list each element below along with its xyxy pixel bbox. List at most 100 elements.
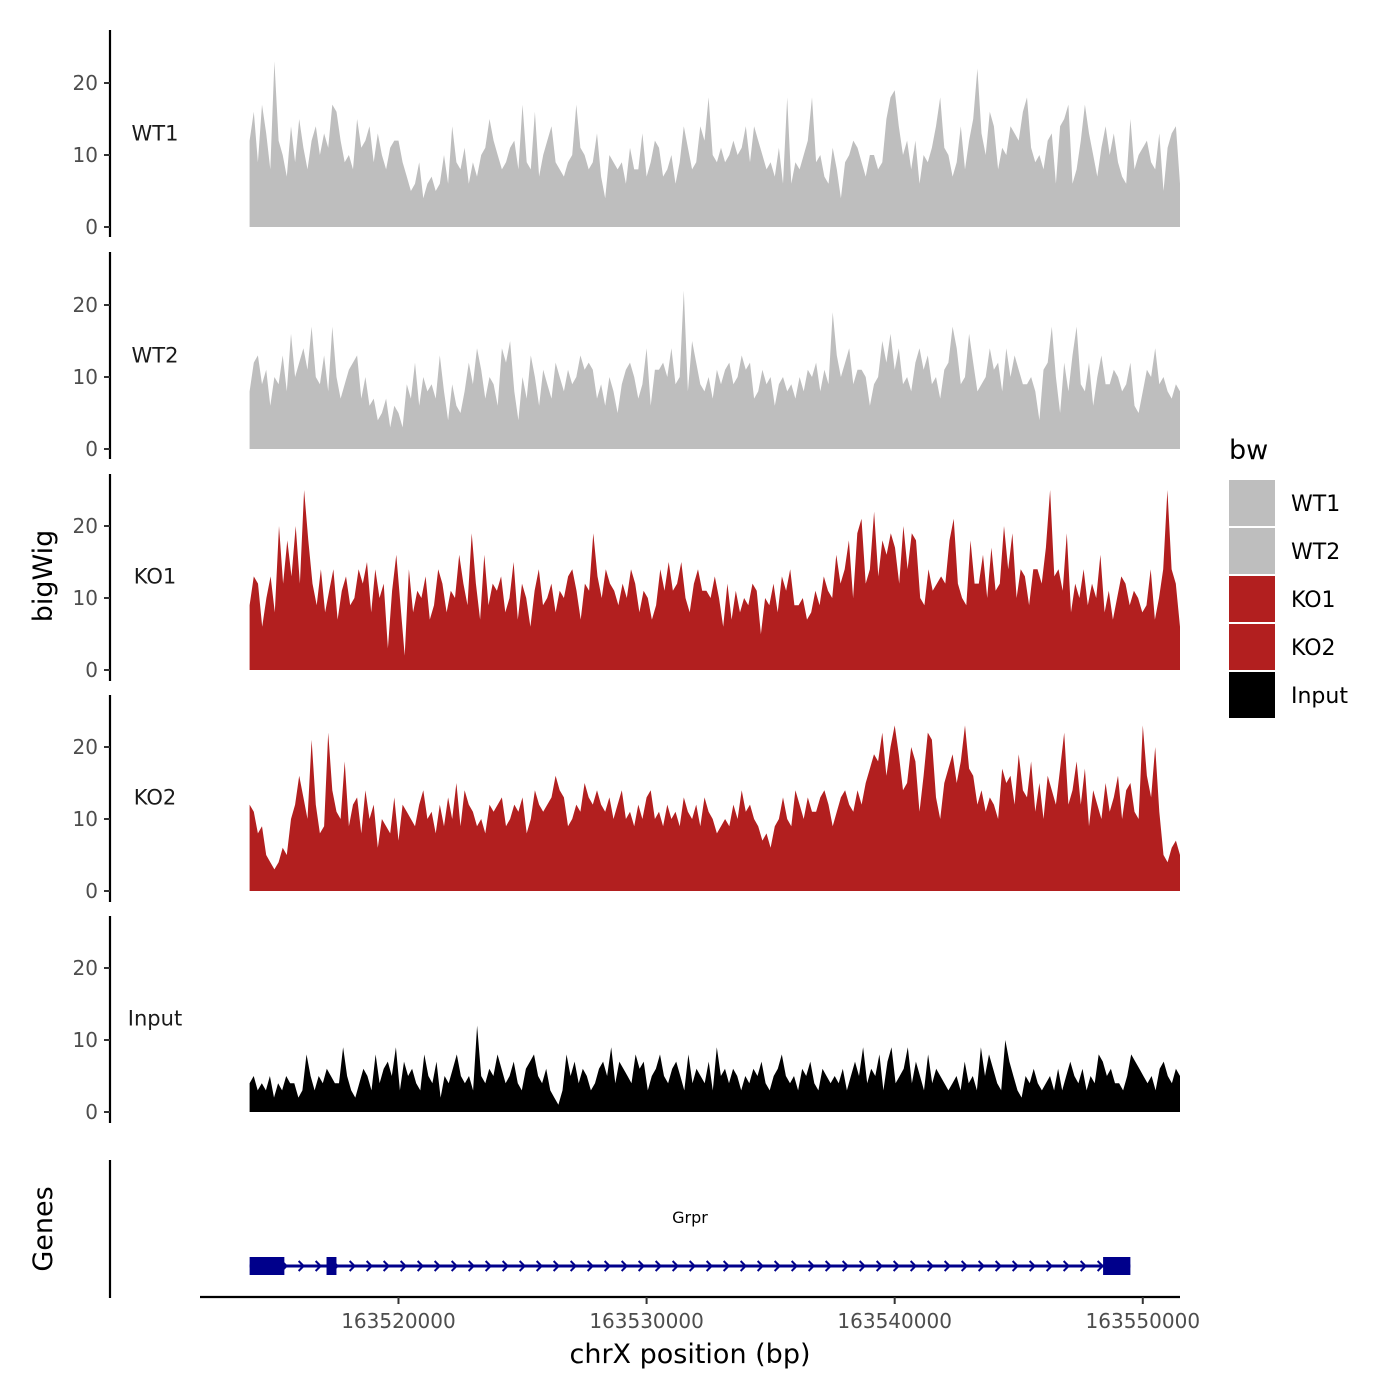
- strand-arrow: [875, 1260, 884, 1272]
- x-axis-title: chrX position (bp): [569, 1339, 810, 1370]
- track-label: WT1: [132, 121, 179, 145]
- legend-item-wt1: WT1: [1229, 480, 1340, 526]
- y-tick-label: 10: [73, 807, 98, 831]
- strand-arrow: [773, 1260, 782, 1272]
- legend-item-input: Input: [1229, 672, 1348, 718]
- strand-arrow: [824, 1260, 833, 1272]
- y-tick-label: 20: [73, 293, 98, 317]
- y-tick-label: 20: [73, 514, 98, 538]
- y-tick-label: 10: [73, 1028, 98, 1052]
- strand-arrow: [467, 1260, 476, 1272]
- legend-item-ko2: KO2: [1229, 624, 1336, 670]
- strand-arrow: [297, 1260, 306, 1272]
- strand-arrow: [501, 1260, 510, 1272]
- track-label: KO1: [134, 564, 177, 588]
- strand-arrow: [586, 1260, 595, 1272]
- strand-arrow: [552, 1260, 561, 1272]
- strand-arrow: [909, 1260, 918, 1272]
- y-tick-label: 0: [85, 1100, 98, 1124]
- y-tick-label: 10: [73, 365, 98, 389]
- strand-arrow: [1028, 1260, 1037, 1272]
- strand-arrow: [943, 1260, 952, 1272]
- track-label: Input: [128, 1006, 182, 1030]
- strand-arrow: [484, 1260, 493, 1272]
- strand-arrow: [688, 1260, 697, 1272]
- legend-swatch: [1229, 480, 1275, 526]
- strand-arrow: [382, 1260, 391, 1272]
- track-wt1: 0 10 20 WT1: [73, 30, 1181, 239]
- legend-label: WT1: [1291, 492, 1340, 517]
- x-tick-label: 163540000: [837, 1309, 952, 1333]
- legend-label: WT2: [1291, 540, 1340, 565]
- strand-arrow: [1096, 1260, 1105, 1272]
- strand-arrow: [807, 1260, 816, 1272]
- strand-arrow: [603, 1260, 612, 1272]
- strand-arrow: [365, 1260, 374, 1272]
- track-ko1: 0 10 20 KO1: [73, 474, 1181, 682]
- gene-exon: [326, 1257, 337, 1275]
- strand-arrow: [450, 1260, 459, 1272]
- strand-arrow: [399, 1260, 408, 1272]
- strand-arrow: [705, 1260, 714, 1272]
- strand-arrow: [1045, 1260, 1054, 1272]
- area-ko1: [249, 490, 1181, 670]
- legend-swatch: [1229, 624, 1275, 670]
- y-tick-label: 20: [73, 735, 98, 759]
- x-tick-label: 163550000: [1086, 1309, 1201, 1333]
- y-axis-title: bigWig: [28, 530, 59, 623]
- legend-label: Input: [1291, 684, 1348, 709]
- gene-label: Grpr: [672, 1208, 708, 1227]
- legend-title: bw: [1229, 435, 1268, 466]
- strand-arrow: [535, 1260, 544, 1272]
- strand-arrow: [790, 1260, 799, 1272]
- strand-arrow: [348, 1260, 357, 1272]
- strand-arrow: [994, 1260, 1003, 1272]
- area-ko2: [249, 725, 1181, 891]
- genes-axis-title: Genes: [28, 1186, 59, 1271]
- y-tick-label: 0: [85, 215, 98, 239]
- gene-track: Grpr: [108, 1160, 1131, 1298]
- strand-arrow: [756, 1260, 765, 1272]
- strand-arrow: [416, 1260, 425, 1272]
- strand-arrow: [892, 1260, 901, 1272]
- legend-item-wt2: WT2: [1229, 528, 1340, 574]
- strand-arrow: [977, 1260, 986, 1272]
- legend-swatch: [1229, 528, 1275, 574]
- legend: WT1 WT2 KO1 KO2 Input: [1229, 480, 1348, 718]
- track-ko2: 0 10 20 KO2: [73, 695, 1181, 903]
- strand-arrow: [841, 1260, 850, 1272]
- strand-arrow: [858, 1260, 867, 1272]
- y-tick-label: 20: [73, 71, 98, 95]
- x-tick-label: 163520000: [341, 1309, 456, 1333]
- strand-arrow: [314, 1260, 323, 1272]
- strand-arrow: [1062, 1260, 1071, 1272]
- legend-swatch: [1229, 576, 1275, 622]
- strand-arrow: [722, 1260, 731, 1272]
- x-tick-label: 163530000: [589, 1309, 704, 1333]
- area-input: [249, 1025, 1181, 1112]
- track-input: 0 10 20 Input: [73, 916, 1181, 1124]
- legend-item-ko1: KO1: [1229, 576, 1336, 622]
- y-tick-label: 0: [85, 879, 98, 903]
- legend-swatch: [1229, 672, 1275, 718]
- strand-arrow: [569, 1260, 578, 1272]
- y-tick-label: 10: [73, 143, 98, 167]
- legend-label: KO1: [1291, 588, 1336, 613]
- strand-arrow: [620, 1260, 629, 1272]
- strand-arrow: [671, 1260, 680, 1272]
- track-label: KO2: [134, 785, 177, 809]
- area-wt1: [249, 61, 1181, 228]
- y-tick-label: 0: [85, 437, 98, 461]
- track-label: WT2: [132, 343, 179, 367]
- strand-arrow: [518, 1260, 527, 1272]
- track-wt2: 0 10 20 WT2: [73, 252, 1181, 461]
- gene-grpr: Grpr: [249, 1208, 1131, 1275]
- strand-arrow: [1011, 1260, 1020, 1272]
- strand-arrow: [433, 1260, 442, 1272]
- strand-arrow: [1079, 1260, 1088, 1272]
- strand-arrow: [637, 1260, 646, 1272]
- legend-label: KO2: [1291, 636, 1336, 661]
- strand-arrow: [654, 1260, 663, 1272]
- x-axis: 163520000 163530000 163540000 163550000: [200, 1295, 1201, 1333]
